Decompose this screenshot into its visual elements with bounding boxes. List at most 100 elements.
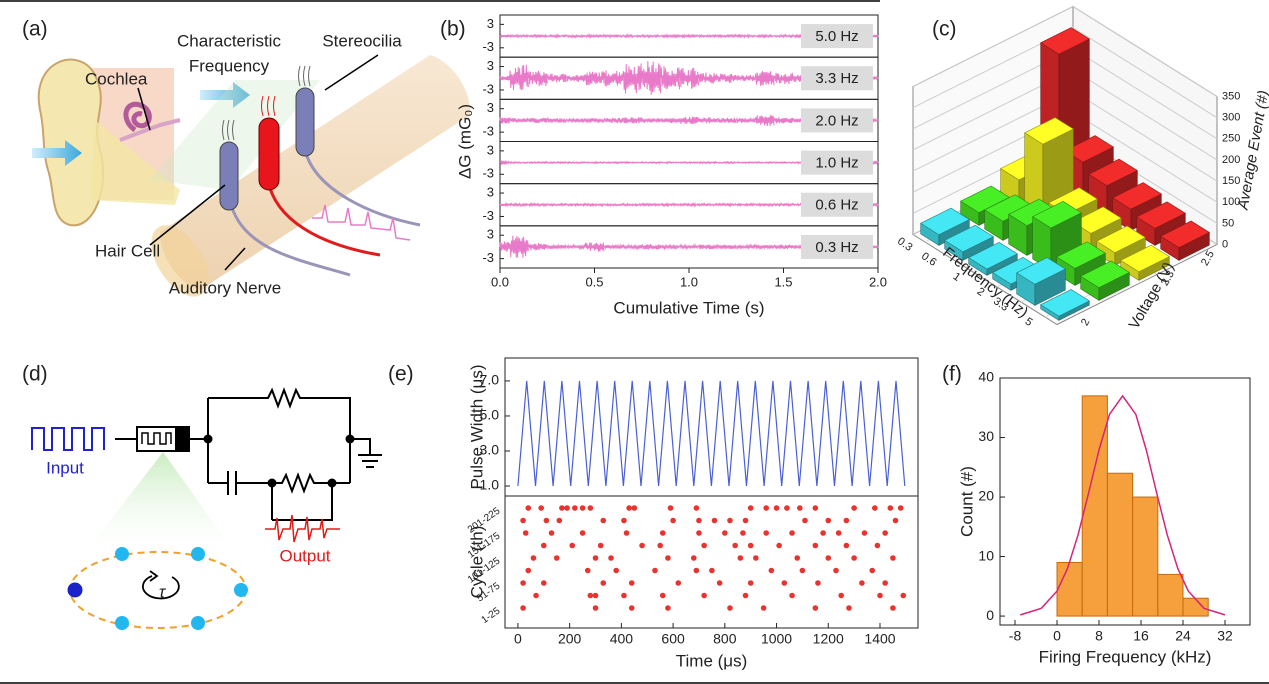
bundle-end bbox=[151, 225, 209, 297]
spike-dot bbox=[789, 530, 795, 536]
axis-title: Pulse Width (μs) bbox=[467, 364, 486, 489]
trace-segment bbox=[641, 61, 662, 95]
spike-dot bbox=[732, 542, 738, 549]
trace-segment bbox=[603, 243, 624, 251]
trace-segment bbox=[622, 63, 643, 94]
spike-dot bbox=[525, 567, 532, 574]
spike-dot bbox=[696, 530, 702, 536]
y-tick-label: 40 bbox=[978, 369, 994, 385]
x-tick-label: 0 bbox=[514, 631, 522, 647]
histogram-bar bbox=[1056, 562, 1083, 617]
spike-dot bbox=[696, 517, 702, 524]
grid-line bbox=[912, 5, 1218, 97]
trace-segment bbox=[716, 117, 737, 124]
trace-label-box bbox=[801, 234, 873, 259]
spike-dot bbox=[825, 517, 832, 524]
spike-dot bbox=[763, 505, 769, 511]
bar-top bbox=[1112, 182, 1162, 210]
stereocilia bbox=[222, 119, 235, 141]
trace-segment bbox=[754, 70, 775, 86]
stereocilia bbox=[261, 95, 276, 117]
spike-dot bbox=[538, 505, 545, 511]
spike-dot bbox=[587, 592, 594, 599]
y-tick-label: -3 bbox=[482, 81, 494, 96]
trace-segment bbox=[735, 33, 756, 39]
bar-top bbox=[1040, 27, 1090, 55]
trace-segment bbox=[660, 33, 681, 39]
bar-3d bbox=[1040, 289, 1090, 321]
spike-dot bbox=[533, 592, 539, 599]
trace-segment bbox=[641, 202, 662, 208]
trace-label-box bbox=[801, 24, 873, 49]
trace-segment bbox=[584, 71, 605, 86]
label: Characteristic bbox=[177, 31, 281, 50]
y-tick-label: -3 bbox=[482, 250, 494, 265]
trace-segment bbox=[546, 160, 567, 165]
trace-segment bbox=[546, 243, 567, 251]
spike-dot bbox=[628, 580, 635, 586]
spike-dot bbox=[623, 530, 630, 536]
trace-label: 0.3 Hz bbox=[815, 239, 858, 256]
trace-segment bbox=[508, 235, 529, 258]
trace-segment bbox=[660, 243, 680, 251]
trace-segment bbox=[754, 160, 775, 165]
spike-dot bbox=[747, 580, 754, 586]
bar-top bbox=[1072, 206, 1122, 234]
trace-segment bbox=[509, 202, 529, 208]
trace-segment bbox=[622, 243, 643, 251]
spike-dot bbox=[564, 505, 570, 511]
circuit bbox=[31, 387, 382, 629]
trace-segment bbox=[546, 73, 567, 83]
trace-segment bbox=[622, 33, 643, 39]
panel-label: (e) bbox=[388, 363, 414, 386]
spike-dot bbox=[835, 530, 842, 536]
trace-segment bbox=[565, 160, 586, 165]
state-dot bbox=[115, 616, 129, 630]
y-tick-label: 5.0 bbox=[480, 407, 500, 423]
spike-dot bbox=[843, 517, 850, 524]
spike-dot bbox=[569, 542, 576, 549]
spike-dot bbox=[559, 505, 565, 511]
spike-dot bbox=[657, 542, 663, 549]
trace-segment bbox=[716, 33, 737, 39]
spike-dot bbox=[597, 542, 604, 549]
trace-segment bbox=[603, 202, 624, 208]
spike-dot bbox=[587, 505, 594, 511]
spike-dot bbox=[592, 555, 599, 561]
spike-dot bbox=[773, 505, 780, 511]
spike-dot bbox=[781, 580, 788, 586]
x-tick-label: 1400 bbox=[864, 631, 895, 647]
z-tick-label: 250 bbox=[1222, 133, 1240, 145]
trace-segment bbox=[499, 159, 510, 166]
trace-segment bbox=[660, 117, 681, 124]
histogram-bar bbox=[1182, 597, 1209, 617]
spike-dot bbox=[727, 517, 733, 524]
spike-dot bbox=[877, 592, 883, 599]
trace-segment bbox=[565, 243, 586, 251]
trace-segment bbox=[735, 116, 756, 124]
spike-dot bbox=[768, 567, 775, 574]
x-tick-label: 400 bbox=[610, 631, 634, 647]
spike-dot bbox=[890, 555, 896, 561]
spike-dot bbox=[592, 605, 599, 611]
spike-dot bbox=[665, 605, 671, 611]
spike-dot bbox=[693, 505, 700, 511]
panel-label: (c) bbox=[932, 18, 957, 41]
spike-dot bbox=[579, 530, 586, 536]
rotation-arrow bbox=[142, 575, 180, 600]
bar-3d bbox=[1120, 244, 1170, 281]
trace-segment bbox=[622, 160, 643, 165]
spike-dot bbox=[579, 505, 586, 511]
label: Cochlea bbox=[85, 69, 148, 88]
trace-label: 3.3 Hz bbox=[815, 70, 858, 87]
bar-top bbox=[1136, 201, 1186, 229]
y-tick-label: 0 bbox=[986, 607, 994, 623]
trace-segment bbox=[603, 70, 624, 87]
bar-top bbox=[1088, 158, 1138, 187]
panel-label: (a) bbox=[22, 18, 48, 41]
trace-label-box bbox=[801, 66, 873, 91]
spike-dot bbox=[887, 505, 894, 511]
spike-dot bbox=[812, 505, 819, 511]
spike-dot bbox=[869, 567, 876, 574]
trace-segment bbox=[698, 33, 718, 39]
